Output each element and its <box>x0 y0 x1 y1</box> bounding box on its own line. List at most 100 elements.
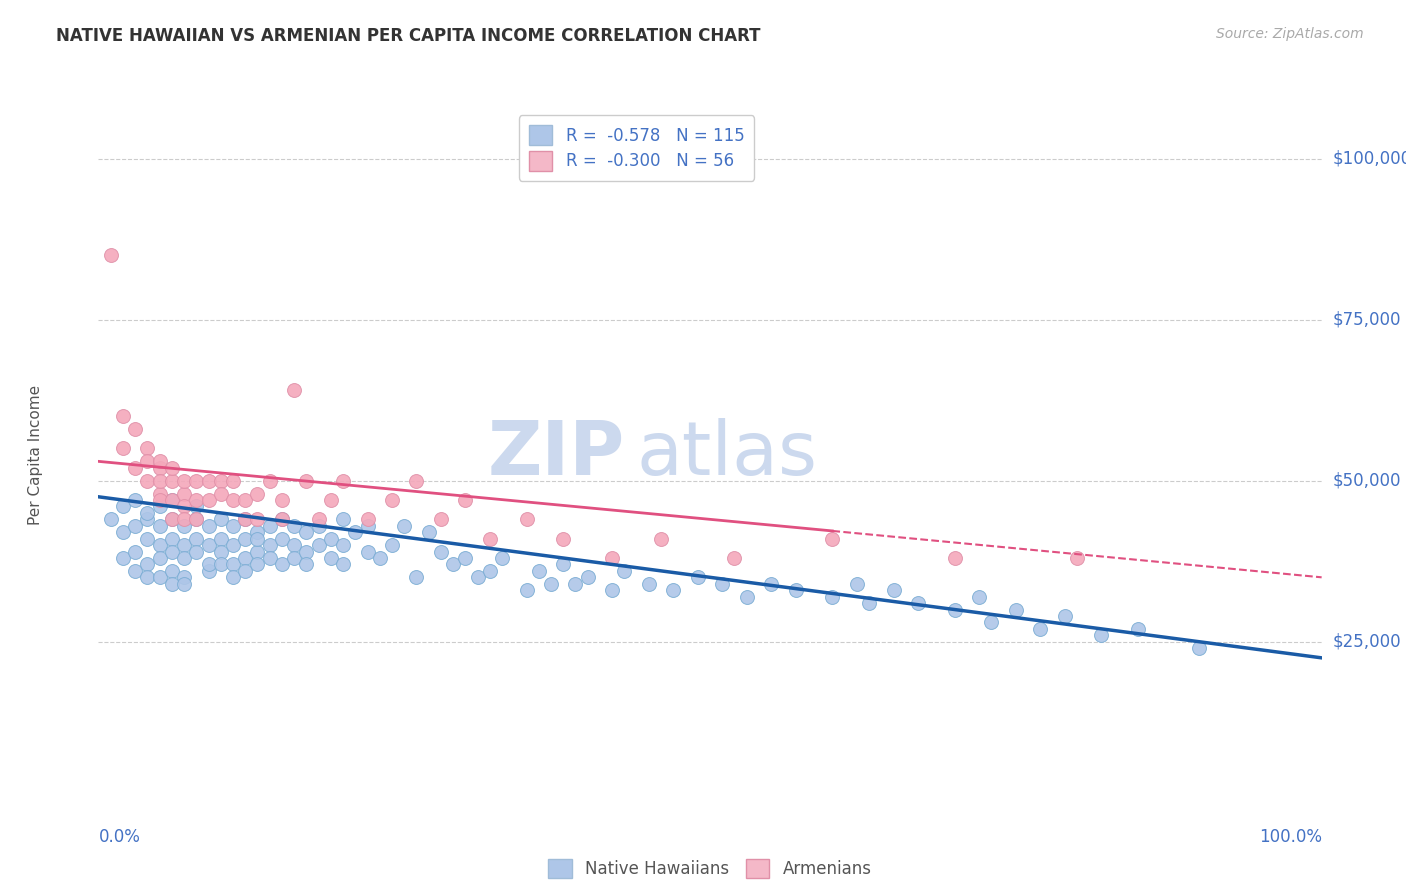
Text: Source: ZipAtlas.com: Source: ZipAtlas.com <box>1216 27 1364 41</box>
Point <box>332 474 354 488</box>
Point <box>943 602 966 616</box>
Point <box>515 583 537 598</box>
Point <box>270 558 294 572</box>
Text: 0.0%: 0.0% <box>98 828 141 846</box>
Point <box>430 544 453 558</box>
Point <box>650 532 672 546</box>
Point <box>478 564 501 578</box>
Point <box>233 532 256 546</box>
Point <box>136 558 159 572</box>
Point <box>209 486 232 500</box>
Point <box>149 538 172 552</box>
Point <box>160 493 183 508</box>
Point <box>540 576 562 591</box>
Text: $50,000: $50,000 <box>1333 472 1402 490</box>
Point <box>149 570 172 584</box>
Point <box>149 518 172 533</box>
Point <box>160 493 183 508</box>
Point <box>600 583 623 598</box>
Point <box>136 454 159 468</box>
Point <box>723 551 745 566</box>
Point <box>319 493 342 508</box>
Point <box>222 493 245 508</box>
Point <box>233 551 256 566</box>
Point <box>259 474 281 488</box>
Point <box>173 570 195 584</box>
Point <box>246 486 269 500</box>
Text: ZIP: ZIP <box>486 418 624 491</box>
Point <box>1029 622 1052 636</box>
Point <box>270 532 294 546</box>
Point <box>405 474 427 488</box>
Point <box>283 518 305 533</box>
Point <box>467 570 489 584</box>
Point <box>160 474 183 488</box>
Point <box>821 532 844 546</box>
Point <box>943 551 966 566</box>
Point <box>173 518 195 533</box>
Point <box>332 538 354 552</box>
Point <box>186 500 208 514</box>
Point <box>246 558 269 572</box>
Point <box>186 512 208 526</box>
Point <box>173 538 195 552</box>
Point <box>186 532 208 546</box>
Point <box>209 512 232 526</box>
Point <box>197 564 219 578</box>
Point <box>308 538 330 552</box>
Point <box>149 454 172 468</box>
Point <box>356 544 378 558</box>
Point <box>209 558 232 572</box>
Point <box>173 500 195 514</box>
Point <box>136 442 159 456</box>
Point <box>173 486 195 500</box>
Point <box>662 583 685 598</box>
Point <box>883 583 905 598</box>
Point <box>136 506 159 520</box>
Point <box>186 474 208 488</box>
Text: $100,000: $100,000 <box>1333 150 1406 168</box>
Point <box>515 512 537 526</box>
Point <box>356 518 378 533</box>
Point <box>209 532 232 546</box>
Point <box>283 551 305 566</box>
Point <box>735 590 758 604</box>
Point <box>478 532 501 546</box>
Point <box>1004 602 1026 616</box>
Point <box>392 518 416 533</box>
Point <box>283 384 305 398</box>
Point <box>845 576 868 591</box>
Point <box>222 570 245 584</box>
Point <box>1066 551 1088 566</box>
Point <box>368 551 391 566</box>
Point <box>233 512 256 526</box>
Point <box>246 532 269 546</box>
Text: Per Capita Income: Per Capita Income <box>28 384 44 525</box>
Point <box>967 590 990 604</box>
Point <box>527 564 550 578</box>
Point <box>430 512 453 526</box>
Point <box>100 248 122 262</box>
Point <box>197 518 219 533</box>
Point <box>136 570 159 584</box>
Point <box>160 512 183 526</box>
Point <box>1053 609 1076 624</box>
Text: 100.0%: 100.0% <box>1258 828 1322 846</box>
Point <box>283 538 305 552</box>
Point <box>160 460 183 475</box>
Point <box>576 570 599 584</box>
Point <box>553 532 575 546</box>
Point <box>381 538 404 552</box>
Point <box>858 596 880 610</box>
Point <box>149 474 172 488</box>
Point <box>160 544 183 558</box>
Text: $75,000: $75,000 <box>1333 310 1402 328</box>
Point <box>785 583 807 598</box>
Point <box>441 558 464 572</box>
Point <box>491 551 513 566</box>
Point <box>637 576 661 591</box>
Point <box>136 474 159 488</box>
Point <box>160 564 183 578</box>
Point <box>259 538 281 552</box>
Point <box>332 558 354 572</box>
